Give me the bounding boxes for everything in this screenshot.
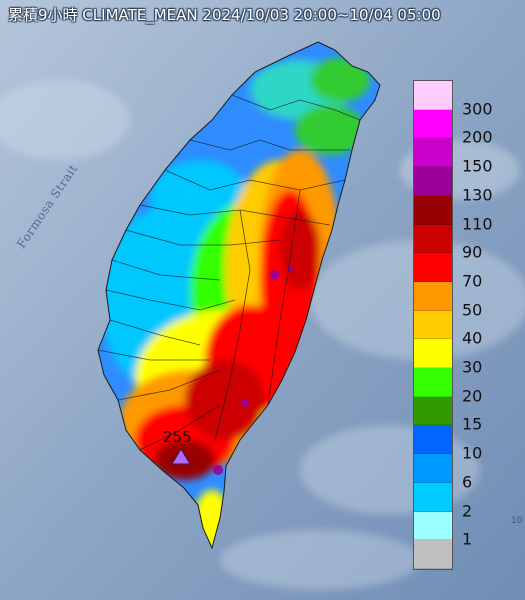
legend-swatch (414, 109, 452, 139)
legend-swatch (414, 454, 452, 483)
legend-label: 50 (462, 300, 483, 320)
legend-swatch (414, 540, 452, 569)
legend-swatch (414, 425, 452, 455)
legend-swatch (414, 253, 452, 282)
legend-swatch (414, 138, 452, 168)
legend-swatch (414, 167, 452, 196)
legend-swatch (414, 339, 452, 369)
triangle-marker-icon (171, 448, 191, 465)
legend-label: 1 (462, 529, 473, 549)
legend-swatch (414, 195, 452, 225)
legend-label: 130 (462, 185, 493, 205)
legend-swatch (414, 511, 452, 541)
legend-label: 110 (462, 214, 493, 234)
legend-label: 300 (462, 99, 493, 119)
legend-swatch (414, 224, 452, 254)
edge-mark: 10 (511, 516, 523, 526)
legend-color-bar (413, 80, 453, 570)
legend-label: 90 (462, 242, 483, 262)
legend-swatch (414, 368, 452, 397)
legend-swatch (414, 281, 452, 311)
legend-swatch (414, 81, 452, 110)
legend-swatch (414, 482, 452, 512)
map-title: 累積9小時 CLIMATE_MEAN 2024/10/03 20:00~10/0… (8, 6, 441, 24)
legend-label: 200 (462, 127, 493, 147)
legend-label: 6 (462, 472, 473, 492)
legend-label: 15 (462, 414, 483, 434)
legend-label: 30 (462, 357, 483, 377)
legend-label: 70 (462, 271, 483, 291)
max-rainfall-label: 255 (163, 428, 192, 446)
county-boundaries (97, 94, 361, 451)
legend-label: 20 (462, 386, 483, 406)
legend-swatch (414, 310, 452, 340)
legend-label: 2 (462, 501, 473, 521)
legend-label: 150 (462, 156, 493, 176)
legend-label: 10 (462, 443, 483, 463)
legend-swatch (414, 396, 452, 426)
legend-label: 40 (462, 328, 483, 348)
